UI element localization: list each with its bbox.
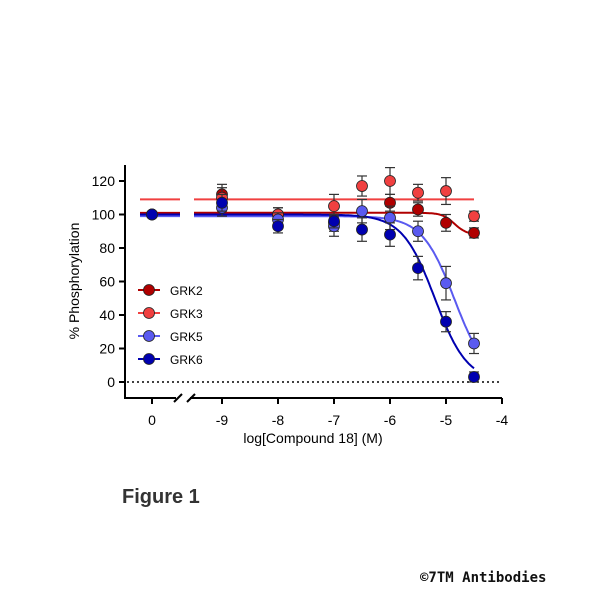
- y-tick-label: 100: [92, 207, 116, 223]
- legend-marker: [143, 353, 155, 365]
- legend-label: GRK2: [170, 284, 203, 298]
- y-tick-label: 40: [99, 307, 115, 323]
- legend-label: GRK6: [170, 353, 203, 367]
- axis-break-mark: [186, 393, 196, 403]
- data-point-grk5: [412, 225, 424, 238]
- x-axis-label: log[Compound 18] (M): [243, 430, 382, 446]
- data-point-grk3: [356, 180, 368, 192]
- legend-item-grk5: GRK5: [138, 330, 203, 344]
- data-point-grk3: [468, 210, 480, 223]
- y-tick-label: 120: [92, 173, 116, 189]
- x-tick-label: -7: [328, 412, 341, 428]
- data-point-grk6: [216, 196, 228, 209]
- data-point-grk6: [384, 228, 396, 241]
- x-tick-label: -6: [384, 412, 397, 428]
- figure-label: Figure 1: [122, 486, 200, 508]
- data-point-grk6: [272, 220, 284, 233]
- legend-marker: [143, 307, 155, 319]
- fit-curve-grk6: [194, 213, 475, 370]
- data-point-grk2: [468, 227, 480, 239]
- data-point-grk2: [440, 216, 452, 229]
- data-point-grk3: [328, 200, 340, 213]
- data-point-grk3: [384, 175, 396, 187]
- axis-break-mark: [173, 393, 183, 403]
- legend-label: GRK3: [170, 307, 203, 321]
- x-tick-label: 0: [148, 412, 156, 428]
- series-grk2: [146, 183, 480, 239]
- legend-label: GRK5: [170, 330, 203, 344]
- data-point-grk2: [412, 203, 424, 216]
- data-point-grk5: [440, 277, 452, 290]
- legend-marker: [143, 284, 155, 296]
- data-point-grk6: [412, 262, 424, 275]
- x-tick-label: -8: [272, 412, 285, 428]
- y-tick-label: 20: [99, 341, 115, 357]
- y-tick-label: 80: [99, 240, 115, 256]
- x-tick-label: -5: [440, 412, 453, 428]
- y-tick-label: 60: [99, 274, 115, 290]
- data-point-grk5: [384, 211, 396, 224]
- data-point-grk3: [440, 185, 452, 197]
- data-point-grk6: [468, 371, 480, 383]
- data-point-grk6: [356, 223, 368, 236]
- data-point-grk3: [412, 186, 424, 199]
- x-tick-label: -9: [216, 412, 229, 428]
- copyright: ©7TM Antibodies: [420, 570, 547, 586]
- legend-item-grk6: GRK6: [138, 353, 203, 367]
- y-tick-label: 0: [107, 374, 115, 390]
- data-point-grk6: [440, 315, 452, 328]
- data-point-grk5: [356, 205, 368, 218]
- series-grk6: [146, 193, 480, 383]
- legend-item-grk2: GRK2: [138, 284, 203, 298]
- data-point-grk6: [146, 208, 158, 221]
- y-axis-label: % Phosphorylation: [66, 223, 82, 340]
- data-point-grk6: [328, 215, 340, 228]
- x-tick-label: -4: [496, 412, 509, 428]
- data-point-grk5: [468, 337, 480, 350]
- legend-item-grk3: GRK3: [138, 307, 203, 321]
- legend-marker: [143, 330, 155, 342]
